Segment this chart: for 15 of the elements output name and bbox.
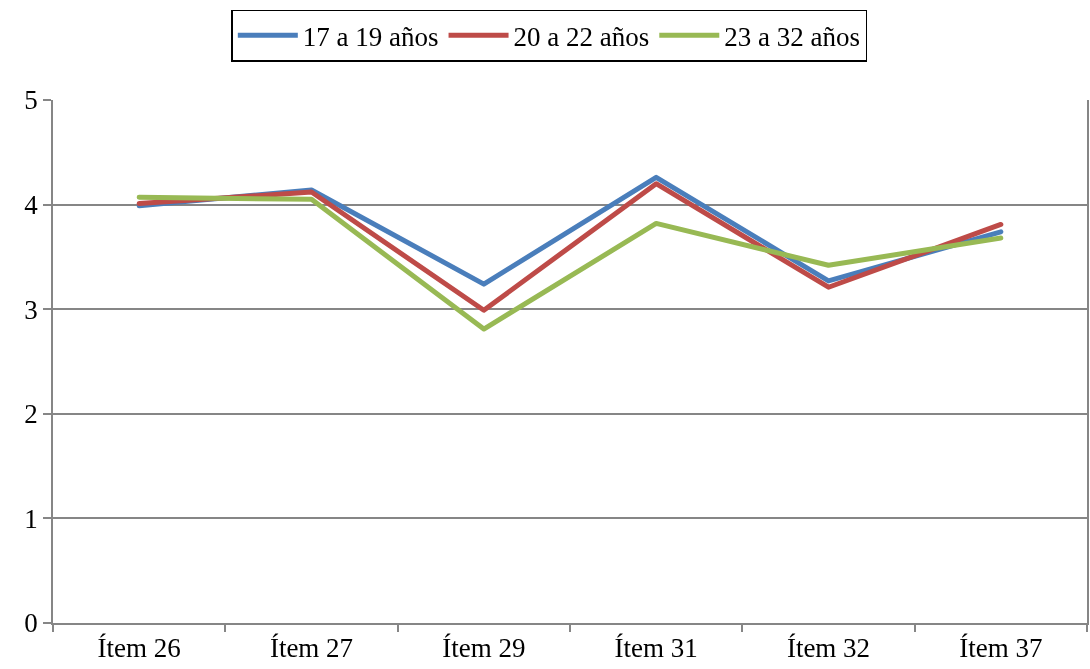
y-tick-label: 3 <box>24 294 38 325</box>
y-tick-label: 5 <box>24 85 38 116</box>
legend-label: 17 a 19 años <box>302 21 439 52</box>
y-tick-label: 1 <box>24 503 38 534</box>
legend-label: 20 a 22 años <box>513 21 650 52</box>
x-tick-label: Ítem 27 <box>269 633 354 664</box>
x-tick-label: Ítem 26 <box>97 633 181 664</box>
x-tick-label: Ítem 37 <box>959 633 1043 664</box>
x-tick-label: Ítem 32 <box>786 633 871 664</box>
x-tick-label: Ítem 31 <box>614 633 698 664</box>
y-tick-label: 4 <box>24 190 39 221</box>
y-tick-label: 2 <box>24 399 38 430</box>
legend-label: 23 a 32 años <box>724 21 861 52</box>
y-tick-label: 0 <box>24 608 38 639</box>
x-tick-label: Ítem 29 <box>442 633 526 664</box>
